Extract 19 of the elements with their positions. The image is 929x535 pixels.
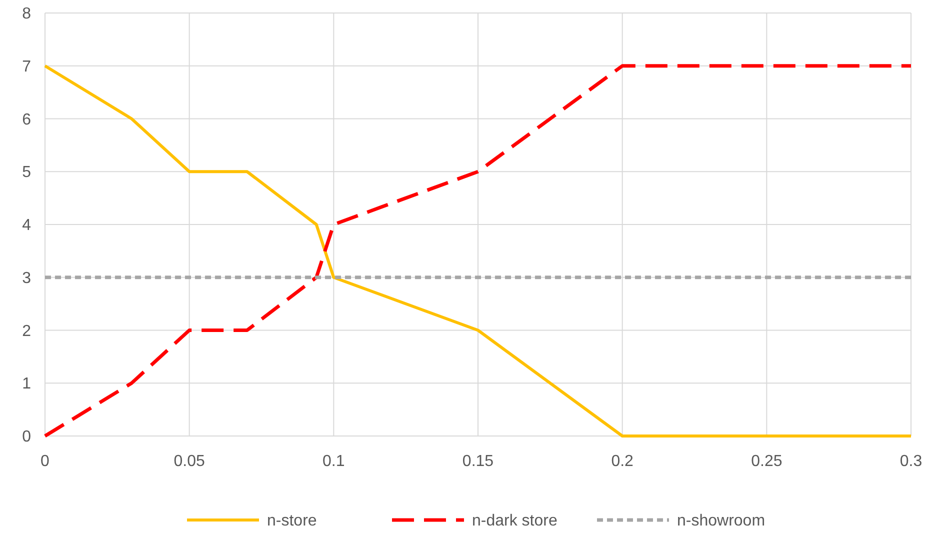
y-tick-label: 7 bbox=[22, 58, 32, 76]
x-tick-label: 0.25 bbox=[751, 453, 782, 470]
y-tick-label: 2 bbox=[22, 322, 32, 340]
y-tick-label: 8 bbox=[22, 6, 32, 23]
y-tick-label: 5 bbox=[22, 164, 32, 182]
y-tick-label: 0 bbox=[22, 428, 32, 446]
x-tick-label: 0.2 bbox=[611, 453, 634, 470]
x-tick-label: 0.15 bbox=[462, 453, 494, 470]
legend-label: n-dark store bbox=[472, 512, 558, 530]
x-tick-label: 0.1 bbox=[322, 453, 345, 470]
legend-label: n-showroom bbox=[677, 512, 766, 530]
legend-label: n-store bbox=[267, 512, 317, 530]
x-tick-label: 0.3 bbox=[900, 453, 922, 470]
y-tick-label: 4 bbox=[22, 217, 32, 234]
y-tick-label: 6 bbox=[22, 111, 32, 128]
y-tick-label: 1 bbox=[22, 376, 32, 393]
x-tick-label: 0 bbox=[40, 453, 50, 470]
x-tick-label: 0.05 bbox=[174, 453, 206, 470]
y-tick-label: 3 bbox=[22, 270, 32, 287]
